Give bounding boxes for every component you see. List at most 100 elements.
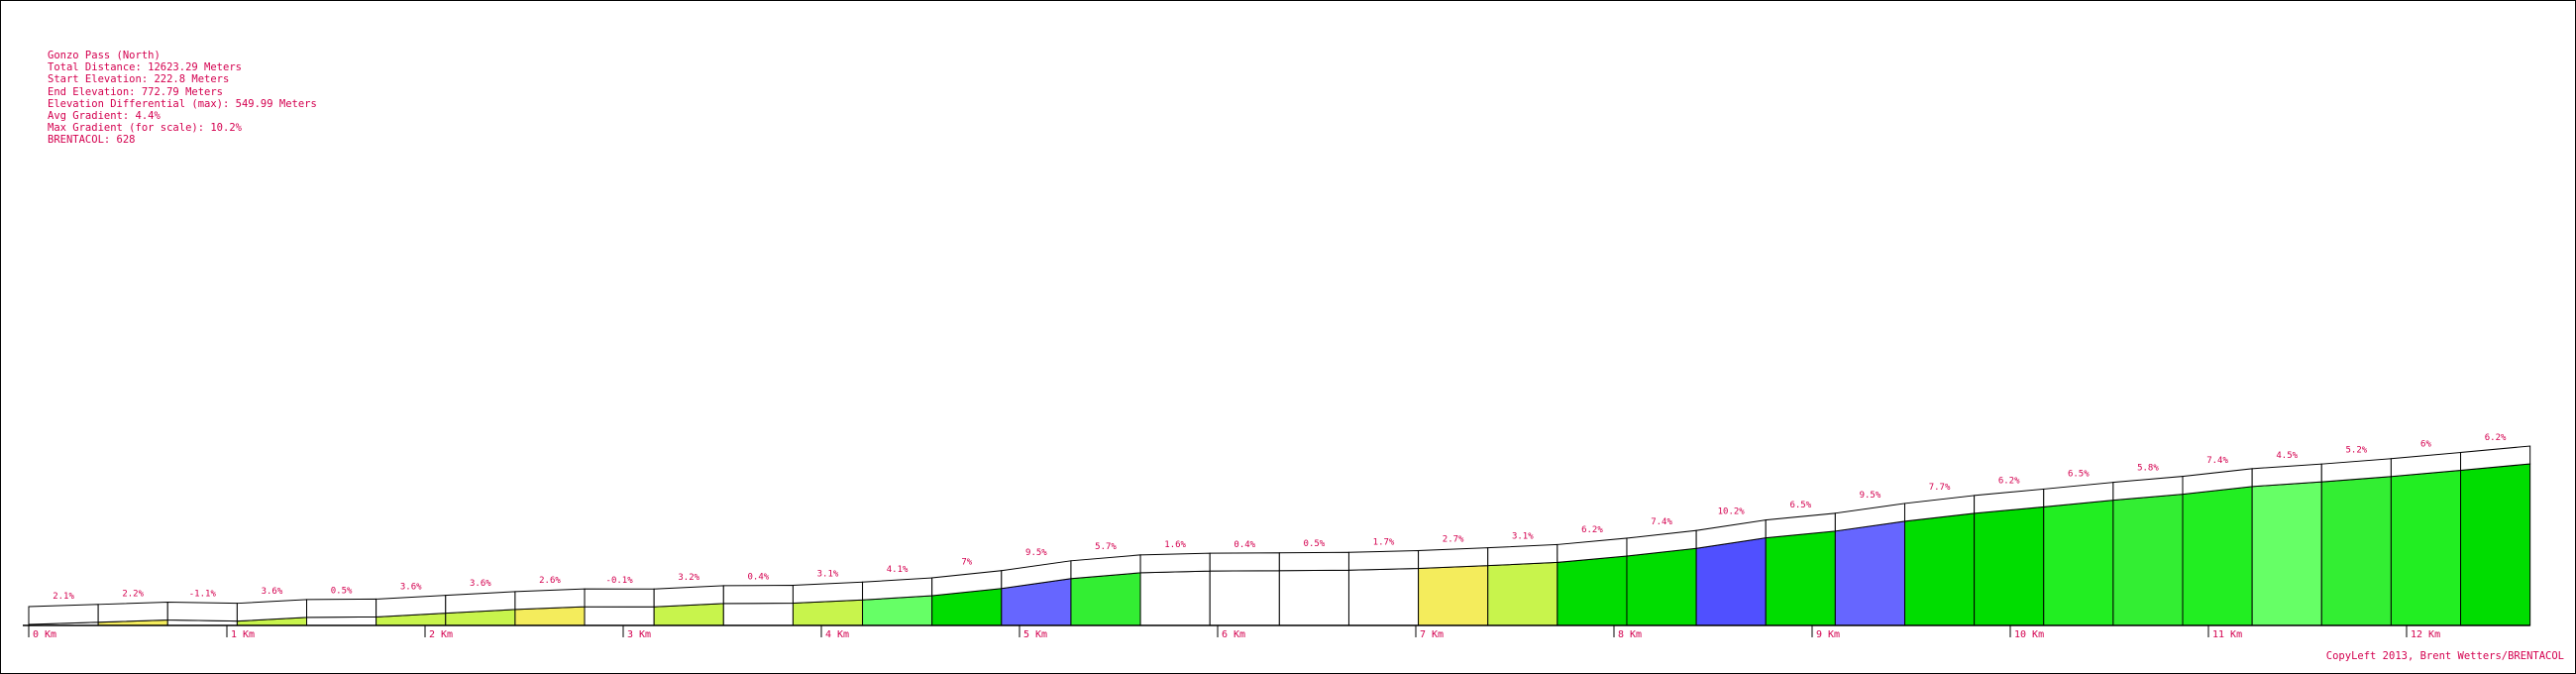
info-panel: Gonzo Pass (North) Total Distance: 12623… xyxy=(48,50,317,147)
gradient-label: 6.5% xyxy=(2068,470,2090,480)
x-tick-label: 2 Km xyxy=(429,629,453,640)
profile-segment xyxy=(862,595,933,626)
profile-segment xyxy=(722,603,794,626)
info-total-distance: Total Distance: 12623.29 Meters xyxy=(48,61,242,74)
gradient-label: 3.1% xyxy=(817,569,839,579)
road-band-segment xyxy=(166,602,238,622)
gradient-label: 2.7% xyxy=(1443,535,1464,545)
road-band-segment xyxy=(445,591,516,615)
profile-segment xyxy=(1070,572,1141,626)
gradient-label: 7% xyxy=(961,558,972,568)
profile-segment xyxy=(584,606,655,626)
gradient-label: 9.5% xyxy=(1025,548,1047,558)
gradient-label: 0.4% xyxy=(1234,540,1255,550)
gradient-label: 6.2% xyxy=(2485,433,2507,443)
x-tick-label: 8 Km xyxy=(1618,629,1642,640)
credit-text: CopyLeft 2013, Brent Wetters/BRENTACOL xyxy=(2325,650,2564,662)
gradient-label: 9.5% xyxy=(1860,491,1881,501)
profile-segment xyxy=(1278,569,1349,626)
gradient-label: 7.7% xyxy=(1929,483,1951,493)
road-band-segment xyxy=(584,588,655,608)
x-tick-label: 11 Km xyxy=(2212,629,2242,640)
profile-segment xyxy=(1487,561,1558,626)
x-tick-label: 9 Km xyxy=(1816,629,1840,640)
gradient-label: 3.1% xyxy=(1512,531,1534,541)
gradient-label: 2.2% xyxy=(122,590,144,600)
gradient-label: 2.1% xyxy=(53,592,74,602)
road-band-segment xyxy=(1139,552,1211,574)
road-band-segment xyxy=(236,599,308,622)
road-band-segment xyxy=(28,604,99,625)
profile-segment xyxy=(1903,512,1976,626)
gradient-label: 4.5% xyxy=(2276,451,2298,461)
profile-segment xyxy=(1834,520,1905,626)
gradient-label: 0.4% xyxy=(748,573,770,583)
profile-segment xyxy=(2112,494,2184,626)
gradient-label: 10.2% xyxy=(1718,507,1746,517)
road-band-segment xyxy=(1209,552,1280,572)
x-tick-label: 6 Km xyxy=(1222,629,1245,640)
info-start-elevation: Start Elevation: 222.8 Meters xyxy=(48,73,230,86)
gradient-label: 1.6% xyxy=(1164,540,1186,550)
gradient-label: 3.2% xyxy=(678,573,699,583)
x-tick-label: 5 Km xyxy=(1023,629,1047,640)
profile-segment xyxy=(2043,500,2114,626)
gradient-label: 6% xyxy=(2420,439,2431,449)
x-tick-label: 10 Km xyxy=(2014,629,2044,640)
road-band-segment xyxy=(97,601,168,623)
road-band-segment xyxy=(722,585,794,605)
gradient-label: 5.7% xyxy=(1095,542,1117,552)
gradient-label: 6.5% xyxy=(1789,501,1811,510)
gradient-label: 6.2% xyxy=(1998,476,2020,486)
profile-segment xyxy=(1209,570,1280,626)
info-max-gradient: Max Gradient (for scale): 10.2% xyxy=(48,122,242,135)
profile-segment xyxy=(1139,570,1211,626)
gradient-label: 3.6% xyxy=(400,583,422,593)
profile-segment xyxy=(1347,567,1420,626)
road-band-segment xyxy=(1278,551,1349,572)
road-band-segment xyxy=(792,581,864,605)
road-band-segment xyxy=(653,585,724,608)
x-tick-label: 1 Km xyxy=(231,629,255,640)
gradient-label: 0.5% xyxy=(1304,539,1326,549)
x-tick-label: 3 Km xyxy=(627,629,651,640)
profile-segment xyxy=(2390,469,2462,626)
road-band-segment xyxy=(1487,543,1558,567)
profile-segment xyxy=(1765,530,1836,626)
road-band-segment xyxy=(306,598,377,618)
gradient-label: 1.7% xyxy=(1373,537,1395,547)
profile-segment xyxy=(1556,555,1628,626)
gradient-label: 6.2% xyxy=(1581,525,1603,535)
gradient-label: 4.1% xyxy=(887,565,909,575)
profile-segment xyxy=(2182,486,2253,626)
info-end-elevation: End Elevation: 772.79 Meters xyxy=(48,85,224,98)
gradient-label: 3.6% xyxy=(470,579,491,589)
info-title: Gonzo Pass (North) xyxy=(48,50,161,61)
road-band-segment xyxy=(514,588,586,611)
gradient-label: 7.4% xyxy=(1651,517,1672,527)
profile-segment xyxy=(514,606,586,626)
profile-segment xyxy=(1974,506,2045,626)
profile-segment xyxy=(2460,463,2531,626)
profile-segment xyxy=(1418,565,1489,626)
profile-segment xyxy=(306,616,377,626)
road-band-segment xyxy=(1347,549,1420,571)
profile-segment xyxy=(2320,476,2392,626)
profile-segment xyxy=(792,599,864,626)
gradient-label: 5.2% xyxy=(2345,446,2367,456)
gradient-label: 5.8% xyxy=(2137,464,2159,474)
road-band-segment xyxy=(862,577,933,601)
profile-segment xyxy=(2251,481,2322,626)
gradient-label: 0.5% xyxy=(331,586,353,596)
gradient-label: 2.6% xyxy=(539,576,561,586)
profile-segment xyxy=(1626,547,1697,626)
info-avg-gradient: Avg Gradient: 4.4% xyxy=(48,110,161,123)
profile-segment xyxy=(1695,537,1767,626)
gradient-label: -0.1% xyxy=(606,576,634,586)
x-tick-label: 7 Km xyxy=(1420,629,1444,640)
gradient-label: 7.4% xyxy=(2206,456,2228,466)
road-band-segment xyxy=(376,595,447,618)
info-brentacol: BRENTACOL: 628 xyxy=(48,134,136,147)
gradient-label: -1.1% xyxy=(189,590,217,600)
